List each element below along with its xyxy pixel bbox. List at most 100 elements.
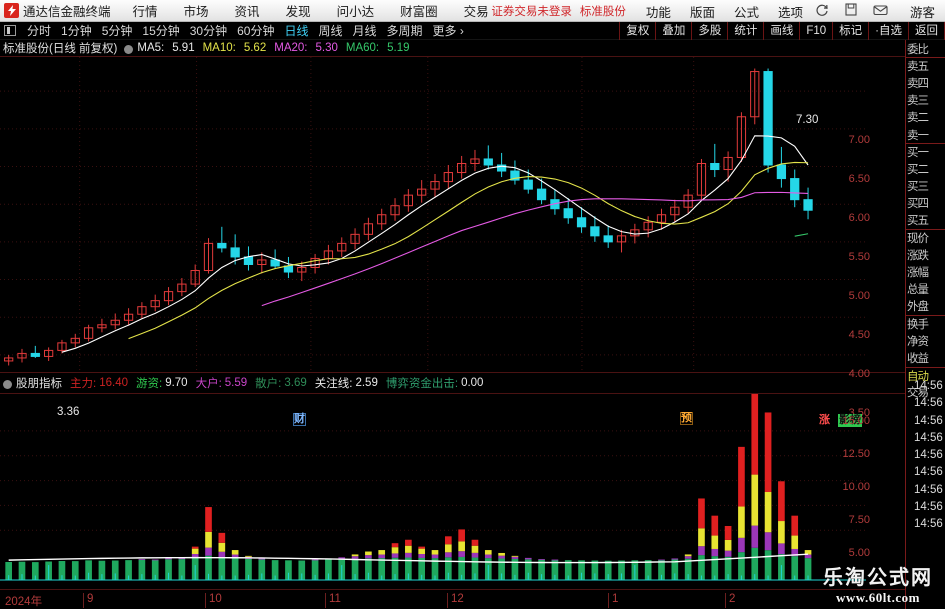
btn-fanhui[interactable]: 返回	[908, 22, 945, 40]
marker-yu[interactable]: 预	[680, 412, 693, 425]
btn-biaoji[interactable]: 标记	[832, 22, 868, 40]
period-daily[interactable]: 日线	[284, 24, 309, 38]
login-warning[interactable]: 证券交易未登录	[491, 6, 572, 18]
ob-row-buy3[interactable]: 买三	[907, 181, 929, 194]
period-more[interactable]: 更多 ›	[432, 24, 464, 38]
date-tick: 9	[83, 593, 93, 608]
indicator-settings-icon[interactable]	[124, 44, 134, 54]
ma10-value: 5.62	[243, 42, 267, 54]
date-tick: 2	[725, 593, 735, 608]
tick-time: 14:56	[914, 501, 943, 514]
btn-zixuan[interactable]: ·自选	[868, 22, 908, 40]
topnav-item-faxian[interactable]: 发现	[285, 5, 311, 19]
ob-row-sell5[interactable]: 卖五	[906, 57, 945, 74]
ob-row-buy2[interactable]: 买二	[907, 163, 929, 176]
btn-diejia[interactable]: 叠加	[655, 22, 691, 40]
btn-huaxian[interactable]: 画线	[763, 22, 799, 40]
btn-duogu[interactable]: 多股	[691, 22, 727, 40]
mail-icon[interactable]	[873, 4, 888, 19]
tick-time-list[interactable]: 14:56 14:56 14:56 14:56 14:56 14:56 14:5…	[914, 378, 945, 534]
refresh-icon[interactable]	[815, 3, 829, 20]
ob-row-weibi: 委比	[907, 43, 929, 56]
ob-row-buy5[interactable]: 买五	[907, 215, 929, 228]
menu-item-gongshi[interactable]: 公式	[733, 5, 759, 20]
ma60-value: 5.19	[387, 42, 410, 54]
ob-row-earnings: 收益	[907, 352, 929, 365]
menu-item-xuanxiang[interactable]: 选项	[777, 5, 803, 20]
save-icon[interactable]	[845, 3, 857, 19]
topnav-item-caifuquan[interactable]: 财富圈	[400, 5, 438, 19]
youzi-label: 游资:	[135, 378, 163, 390]
ob-row-volume: 总量	[907, 284, 929, 297]
ob-row-auto[interactable]: 自动	[906, 366, 945, 384]
tick-time: 14:56	[914, 431, 943, 444]
ma10-label: MA10:	[202, 42, 236, 54]
boyi-label: 博弈资金出击:	[385, 378, 459, 390]
topnav-item-hangqing[interactable]: 行情	[132, 5, 158, 19]
boyi-value: 0.00	[461, 377, 484, 389]
period-multi[interactable]: 多周期	[386, 24, 423, 38]
menu-item-banmian[interactable]: 版面	[689, 5, 715, 20]
guest-label[interactable]: 游客	[909, 5, 935, 20]
order-book[interactable]: 委比 卖五 卖四 卖三 卖二 卖一 买一 买二 买三 买四 买五 现价 涨跌 涨…	[906, 40, 945, 399]
period-weekly[interactable]: 周线	[318, 24, 343, 38]
period-1min[interactable]: 1分钟	[61, 24, 92, 38]
chart-tool-buttons: 复权 叠加 多股 统计 画线 F10 标记 ·自选 返回	[619, 22, 945, 40]
right-quote-panel[interactable]: 委比 卖五 卖四 卖三 卖二 卖一 买一 买二 买三 买四 买五 现价 涨跌 涨…	[905, 40, 945, 609]
period-30min[interactable]: 30分钟	[189, 24, 228, 38]
period-5min[interactable]: 5分钟	[101, 24, 133, 38]
btn-fuquan[interactable]: 复权	[619, 22, 655, 40]
ma5-value: 5.91	[172, 42, 195, 54]
marker-cai[interactable]: 财	[293, 413, 306, 426]
date-tick: 12	[447, 593, 464, 608]
top-nav: 行情 市场 资讯 发现 问小达 财富圈 交易	[133, 1, 489, 20]
current-stock-tag[interactable]: 标准股份	[579, 6, 626, 18]
date-tick: 2024年	[5, 596, 43, 608]
guanzhu-label: 关注线:	[314, 378, 353, 390]
chart-area[interactable]: 7.00 6.50 6.00 5.50 5.00 4.50 4.00 3.50 …	[0, 56, 945, 609]
period-monthly[interactable]: 月线	[352, 24, 377, 38]
date-tick: 11	[325, 593, 341, 608]
topnav-item-wenxiaoda[interactable]: 问小达	[336, 5, 375, 19]
ob-row-sell1[interactable]: 卖一	[907, 129, 929, 142]
indicator-info-bar: 股朋指标 主力: 16.40 游资: 9.70 大户: 5.59 散户: 3.6…	[0, 373, 905, 393]
indicator-tick: 10.00	[842, 481, 870, 493]
topnav-item-zixun[interactable]: 资讯	[234, 5, 260, 19]
indicator-axis: 15.00 12.50 10.00 7.50 5.00	[842, 393, 906, 589]
topnav-item-shichang[interactable]: 市场	[183, 5, 209, 19]
ob-row-change-pct: 涨幅	[907, 267, 929, 280]
indicator-tick: 7.50	[848, 514, 870, 526]
ob-row-change: 涨跌	[907, 249, 929, 262]
indicator-tick: 5.00	[848, 547, 870, 559]
menu-item-gongneng[interactable]: 功能	[645, 5, 671, 20]
period-60min[interactable]: 60分钟	[237, 24, 275, 38]
period-list: 分时 1分钟 5分钟 15分钟 30分钟 60分钟 日线 周线 月线 多周期 更…	[22, 22, 469, 39]
layout-icon[interactable]	[4, 25, 16, 36]
ob-row-outer: 外盘	[907, 301, 929, 314]
ma60-label: MA60:	[345, 42, 380, 54]
tick-time: 14:56	[914, 466, 943, 479]
funds-indicator-chart[interactable]	[0, 393, 905, 589]
period-15min[interactable]: 15分钟	[142, 24, 180, 38]
btn-f10[interactable]: F10	[799, 22, 832, 40]
tick-time: 14:56	[914, 518, 943, 531]
tick-time: 14:56	[914, 483, 943, 496]
high-price-label: 7.30	[796, 114, 819, 126]
indicator-settings-icon[interactable]	[3, 379, 12, 389]
ob-row-buy4[interactable]: 买四	[907, 198, 929, 211]
candlestick-chart[interactable]	[0, 56, 905, 373]
top-icon-group	[815, 3, 888, 20]
ob-row-sell4[interactable]: 卖四	[907, 77, 929, 90]
ob-row-trade[interactable]: 交易	[907, 387, 929, 400]
ob-row-sell2[interactable]: 卖二	[907, 112, 929, 125]
ob-row-buy1[interactable]: 买一	[906, 143, 945, 160]
marker-zhang[interactable]: 涨	[819, 414, 830, 426]
btn-tongji[interactable]: 统计	[727, 22, 763, 40]
dahu-label: 大户:	[195, 378, 222, 390]
marker-yingbang[interactable]: 影榜	[838, 414, 862, 427]
period-fenshi[interactable]: 分时	[27, 24, 52, 38]
indicator-tick: 12.50	[842, 448, 870, 460]
ob-row-sell3[interactable]: 卖三	[907, 95, 929, 108]
zhuli-value: 16.40	[99, 377, 128, 389]
topnav-item-jiaoyi[interactable]: 交易	[463, 5, 489, 19]
